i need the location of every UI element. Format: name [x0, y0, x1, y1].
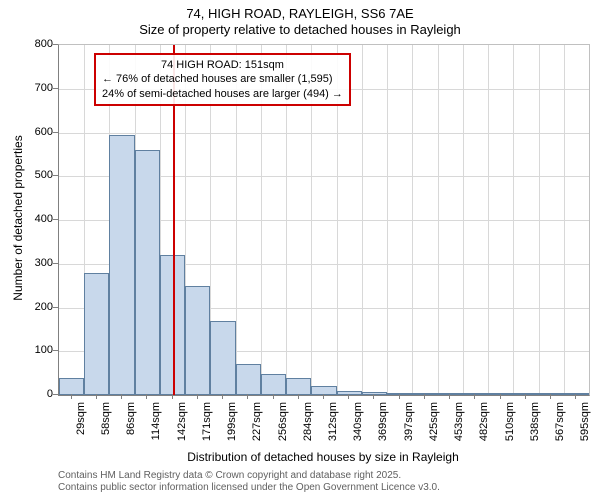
histogram-bar	[387, 393, 412, 395]
gridline-v	[564, 45, 565, 395]
x-tick-label: 397sqm	[403, 402, 415, 441]
y-tick-label: 0	[23, 388, 53, 400]
x-tick	[575, 394, 576, 399]
x-tick	[96, 394, 97, 399]
x-tick-label: 256sqm	[277, 402, 289, 441]
y-tick-label: 700	[23, 82, 53, 94]
gridline-v	[412, 45, 413, 395]
x-tick-label: 58sqm	[100, 402, 112, 435]
y-tick	[53, 219, 58, 220]
x-tick	[399, 394, 400, 399]
gridline-v	[539, 45, 540, 395]
y-tick	[53, 263, 58, 264]
histogram-bar	[59, 378, 84, 395]
annotation-line: 24% of semi-detached houses are larger (…	[102, 87, 343, 101]
y-tick	[53, 132, 58, 133]
y-tick	[53, 350, 58, 351]
y-tick	[53, 394, 58, 395]
x-axis-label: Distribution of detached houses by size …	[58, 450, 588, 464]
x-tick	[273, 394, 274, 399]
x-tick	[323, 394, 324, 399]
histogram-bar	[488, 393, 513, 395]
x-tick	[247, 394, 248, 399]
x-tick-label: 142sqm	[176, 402, 188, 441]
y-tick-label: 100	[23, 344, 53, 356]
x-tick-label: 171sqm	[201, 402, 213, 441]
x-tick	[121, 394, 122, 399]
chart-container: 74, HIGH ROAD, RAYLEIGH, SS6 7AE Size of…	[0, 0, 600, 500]
y-tick	[53, 175, 58, 176]
footer-licence: Contains public sector information licen…	[58, 482, 440, 493]
x-tick	[146, 394, 147, 399]
y-tick	[53, 88, 58, 89]
x-tick	[424, 394, 425, 399]
histogram-bar	[109, 135, 134, 395]
x-tick-label: 227sqm	[251, 402, 263, 441]
x-tick-label: 425sqm	[428, 402, 440, 441]
gridline-v	[513, 45, 514, 395]
footer-copyright: Contains HM Land Registry data © Crown c…	[58, 470, 401, 481]
x-tick-label: 453sqm	[453, 402, 465, 441]
x-tick	[474, 394, 475, 399]
histogram-bar	[236, 364, 261, 395]
annotation-line: 74 HIGH ROAD: 151sqm	[102, 58, 343, 72]
x-tick-label: 369sqm	[377, 402, 389, 441]
x-tick-label: 86sqm	[125, 402, 137, 435]
gridline-v	[387, 45, 388, 395]
x-tick-label: 340sqm	[352, 402, 364, 441]
x-tick-label: 538sqm	[529, 402, 541, 441]
x-tick-label: 312sqm	[327, 402, 339, 441]
chart-title-line2: Size of property relative to detached ho…	[0, 22, 600, 37]
gridline-v	[438, 45, 439, 395]
x-tick-label: 595sqm	[579, 402, 591, 441]
x-tick-label: 284sqm	[302, 402, 314, 441]
y-tick-label: 200	[23, 301, 53, 313]
gridline-h	[59, 133, 589, 134]
histogram-bar	[286, 378, 311, 396]
x-tick	[373, 394, 374, 399]
x-tick	[197, 394, 198, 399]
y-tick	[53, 307, 58, 308]
y-tick-label: 800	[23, 38, 53, 50]
x-tick-label: 482sqm	[478, 402, 490, 441]
gridline-v	[463, 45, 464, 395]
x-tick-label: 510sqm	[504, 402, 516, 441]
x-tick-label: 114sqm	[150, 402, 162, 440]
x-tick	[172, 394, 173, 399]
histogram-bar	[135, 150, 160, 395]
x-tick-label: 567sqm	[554, 402, 566, 441]
x-tick	[71, 394, 72, 399]
y-tick-label: 300	[23, 257, 53, 269]
annotation-box: 74 HIGH ROAD: 151sqm← 76% of detached ho…	[94, 53, 351, 106]
x-tick	[298, 394, 299, 399]
x-tick-label: 199sqm	[226, 402, 238, 441]
plot-area: 74 HIGH ROAD: 151sqm← 76% of detached ho…	[58, 44, 590, 396]
x-tick	[525, 394, 526, 399]
histogram-bar	[261, 374, 286, 395]
gridline-v	[488, 45, 489, 395]
x-tick	[500, 394, 501, 399]
histogram-bar	[84, 273, 109, 396]
histogram-bar	[513, 393, 538, 395]
y-tick-label: 600	[23, 126, 53, 138]
histogram-bar	[185, 286, 210, 395]
x-tick	[449, 394, 450, 399]
chart-title-line1: 74, HIGH ROAD, RAYLEIGH, SS6 7AE	[0, 6, 600, 21]
x-tick	[348, 394, 349, 399]
histogram-bar	[210, 321, 235, 395]
x-tick-label: 29sqm	[75, 402, 87, 435]
y-tick-label: 500	[23, 169, 53, 181]
y-tick	[53, 44, 58, 45]
x-tick	[222, 394, 223, 399]
x-tick	[550, 394, 551, 399]
y-tick-label: 400	[23, 213, 53, 225]
histogram-bar	[412, 393, 437, 395]
gridline-v	[362, 45, 363, 395]
annotation-line: ← 76% of detached houses are smaller (1,…	[102, 72, 343, 86]
